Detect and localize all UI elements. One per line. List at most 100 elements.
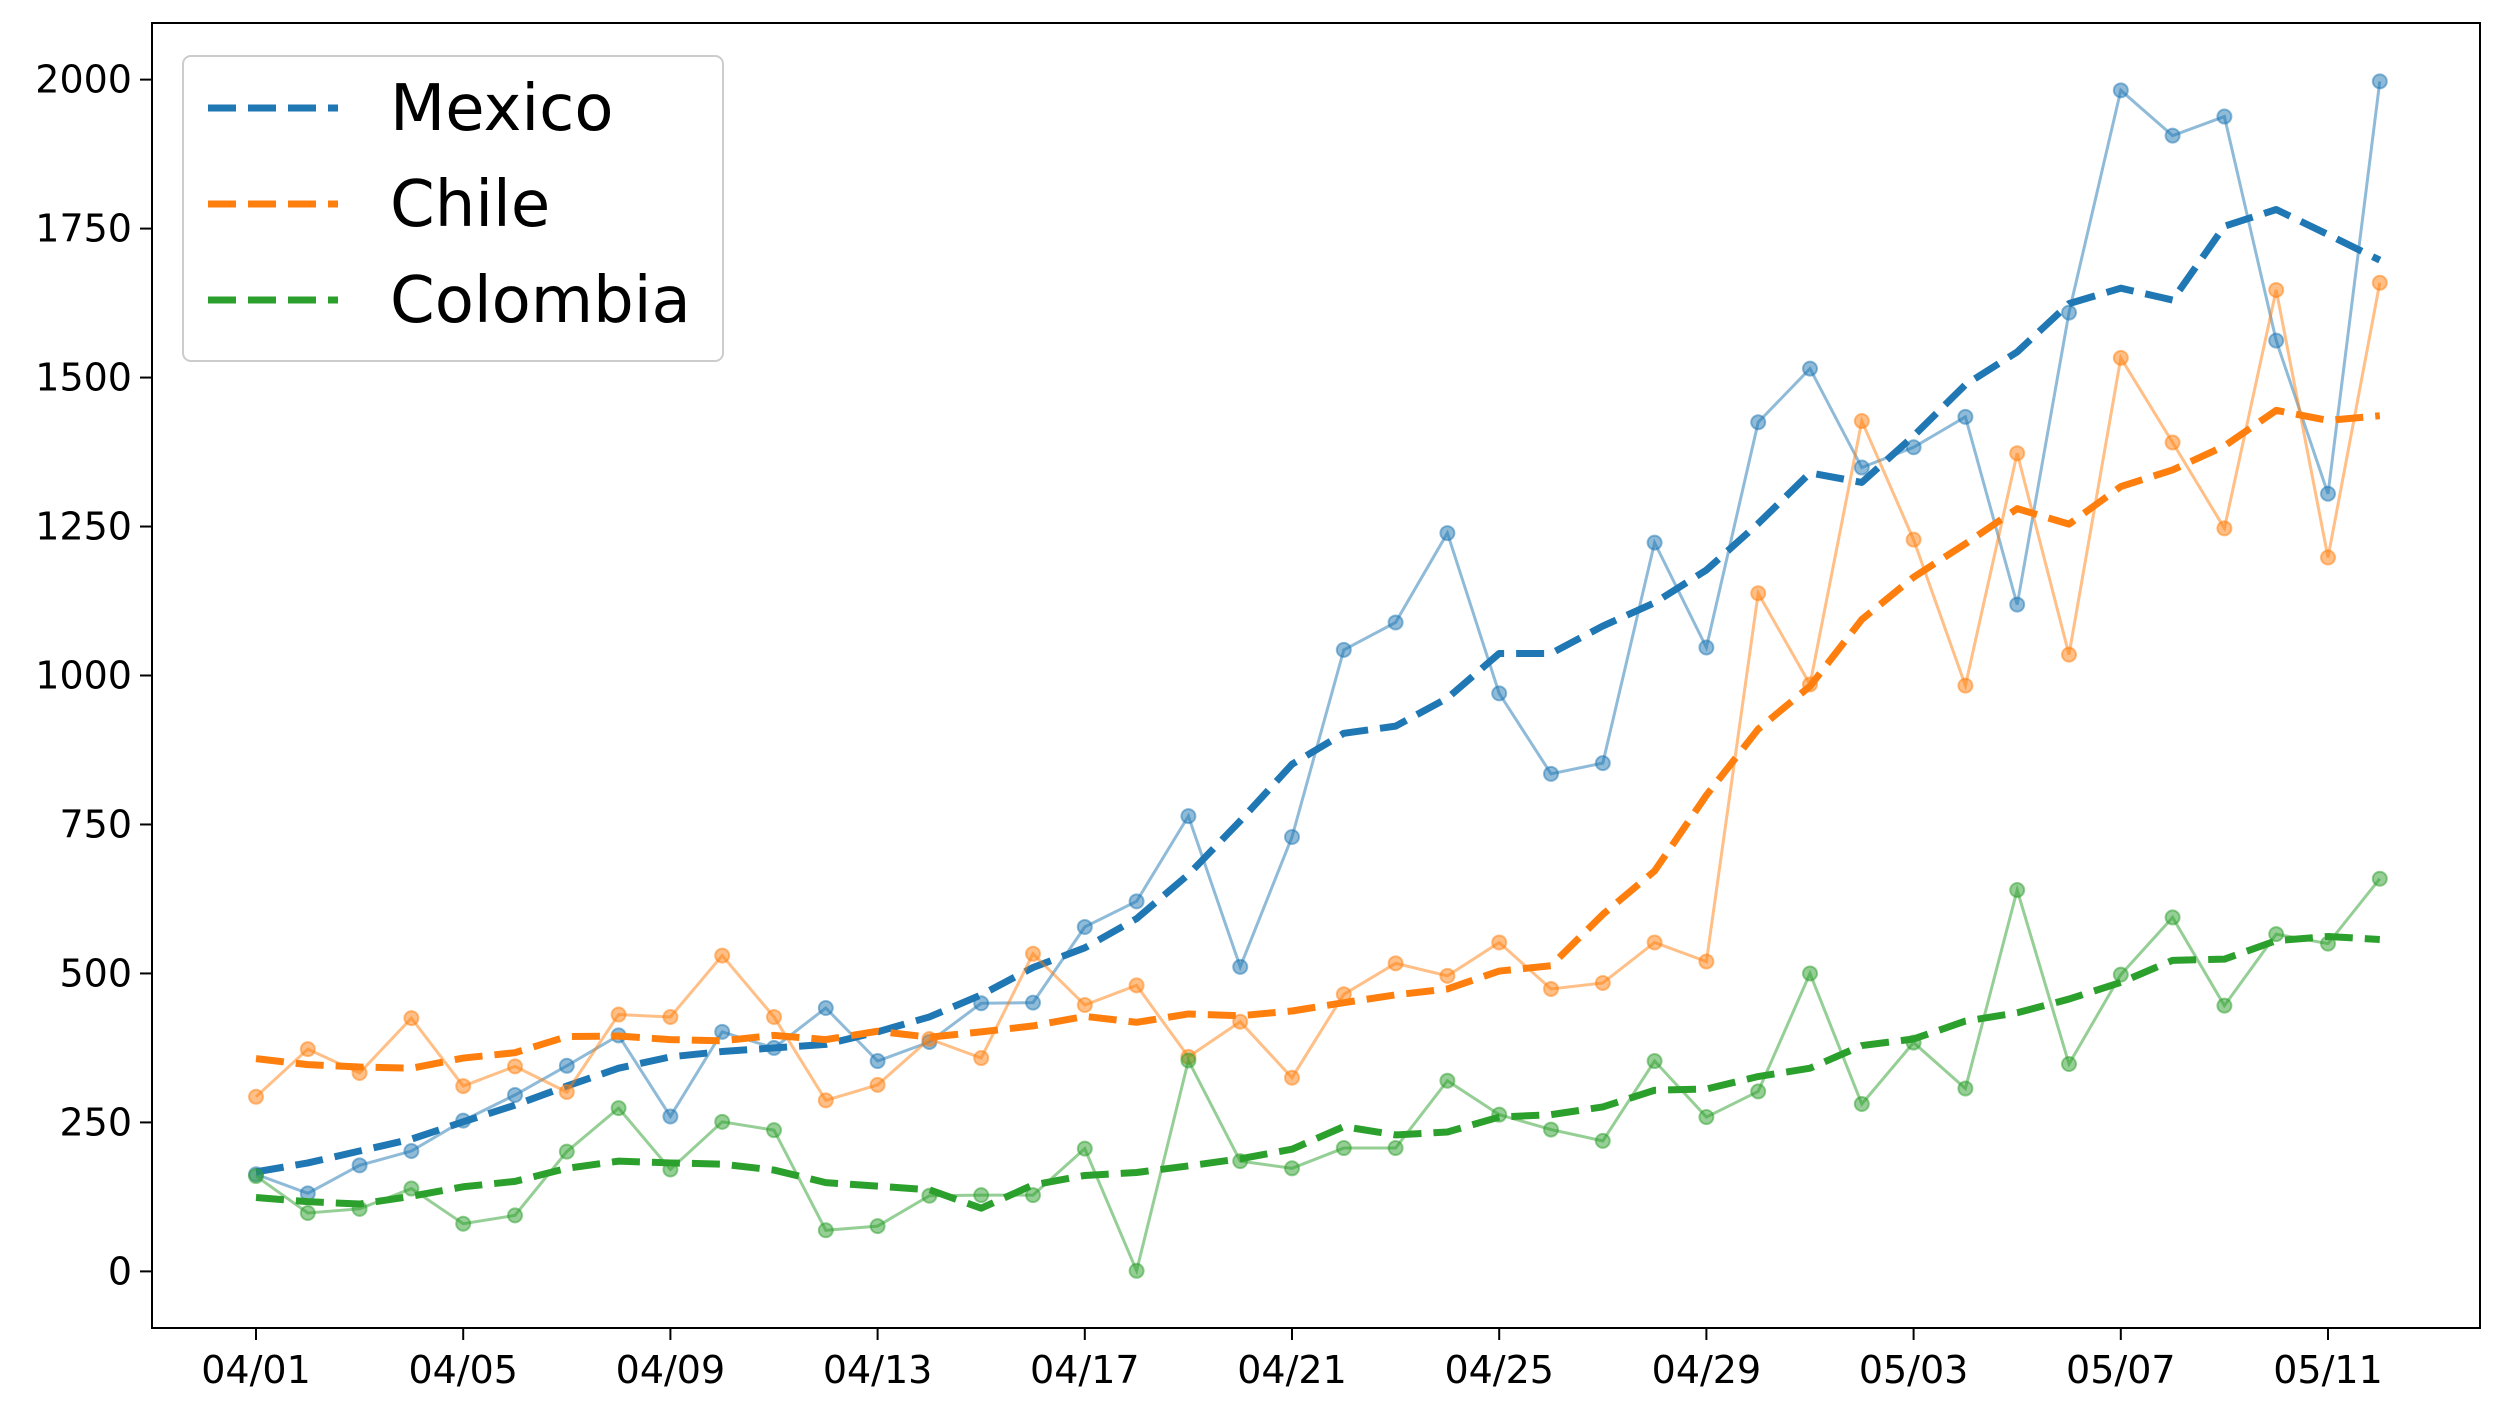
data-point-chile <box>1905 531 1922 548</box>
data-point-colombia <box>1025 1187 1041 1204</box>
legend-label-mexico: Mexico <box>390 72 613 146</box>
data-point-mexico <box>2371 73 2388 90</box>
data-point-chile <box>2112 349 2129 366</box>
x-axis: 04/01 04/05 04/09 04/13 04/17 04/21 04/25 04/29… <box>201 1328 2383 1392</box>
data-point-colombia <box>2009 882 2026 899</box>
y-tick-label: 1000 <box>35 654 132 698</box>
x-tick-label: 05/07 <box>2066 1348 2176 1392</box>
data-point-colombia <box>248 1168 264 1185</box>
data-point-mexico <box>403 1143 420 1160</box>
data-point-colombia <box>1180 1052 1197 1069</box>
data-point-chile <box>869 1076 886 1093</box>
data-point-colombia <box>1802 965 1818 982</box>
data-point-colombia <box>2061 1056 2077 1073</box>
data-point-chile <box>558 1084 575 1101</box>
legend-box <box>182 55 724 362</box>
x-tick-label: 04/25 <box>1444 1348 1554 1392</box>
data-point-chile <box>2371 274 2388 291</box>
data-point-mexico <box>2268 332 2285 349</box>
x-tick-label: 04/17 <box>1030 1348 1140 1392</box>
data-point-mexico <box>1698 639 1715 656</box>
data-point-mexico <box>1439 525 1456 542</box>
x-tick-label: 04/01 <box>201 1348 311 1392</box>
data-point-chile <box>507 1058 523 1075</box>
trend-line-colombia <box>255 933 2381 1212</box>
data-point-colombia <box>2112 966 2129 983</box>
data-point-chile <box>1750 585 1767 602</box>
data-point-mexico <box>1750 414 1767 431</box>
y-tick-label: 1750 <box>35 207 132 251</box>
data-point-colombia <box>1284 1160 1300 1177</box>
data-point-chile <box>610 1006 627 1023</box>
data-point-mexico <box>714 1023 731 1040</box>
data-point-colombia <box>299 1204 316 1221</box>
data-point-chile <box>1025 945 1041 962</box>
data-point-colombia <box>1076 1140 1093 1157</box>
data-point-mexico <box>1232 958 1249 975</box>
y-tick-label: 750 <box>59 802 132 846</box>
legend-label-chile: Chile <box>390 168 550 242</box>
trend-line-mexico <box>255 206 2382 1176</box>
data-point-mexico <box>1180 808 1197 825</box>
data-point-mexico <box>1957 408 1974 425</box>
data-point-mexico <box>1335 641 1352 658</box>
data-point-chile <box>1646 934 1663 951</box>
data-point-chile <box>766 1008 782 1025</box>
data-point-mexico <box>1853 459 1870 476</box>
x-tick-label: 04/21 <box>1237 1348 1347 1392</box>
data-point-mexico <box>1594 755 1611 772</box>
data-point-colombia <box>507 1207 523 1224</box>
y-tick-label: 250 <box>59 1100 132 1144</box>
y-tick-label: 1500 <box>35 356 132 400</box>
series-colombia <box>248 870 2388 1279</box>
data-point-mexico <box>558 1057 575 1074</box>
data-point-mexico <box>817 1000 834 1017</box>
data-point-colombia <box>558 1143 575 1160</box>
x-tick-label: 04/13 <box>823 1348 933 1392</box>
data-point-mexico <box>1128 893 1145 910</box>
data-point-chile <box>2320 549 2336 566</box>
x-tick-label: 04/09 <box>616 1348 726 1392</box>
y-tick-label: 2000 <box>35 58 132 102</box>
x-tick-label: 05/03 <box>1859 1348 1969 1392</box>
data-point-colombia <box>766 1122 782 1139</box>
data-point-mexico <box>2320 485 2336 502</box>
data-point-colombia <box>2164 909 2181 926</box>
data-point-colombia <box>610 1100 627 1117</box>
data-point-chile <box>2268 281 2285 298</box>
data-point-chile <box>1232 1013 1249 1030</box>
x-tick-label: 05/11 <box>2273 1348 2383 1392</box>
data-point-colombia <box>1646 1053 1663 1070</box>
data-point-mexico <box>351 1157 368 1174</box>
daily-line-chile <box>254 282 2382 1103</box>
data-point-colombia <box>817 1222 834 1239</box>
data-point-chile <box>1957 677 1974 694</box>
data-point-mexico <box>2164 127 2181 144</box>
y-tick-label: 0 <box>108 1249 132 1293</box>
data-point-mexico <box>2061 304 2077 321</box>
data-point-chile <box>1853 413 1870 430</box>
y-tick-label: 1250 <box>35 505 132 549</box>
data-point-mexico <box>1491 685 1508 702</box>
data-point-colombia <box>1543 1121 1559 1138</box>
data-point-colombia <box>455 1215 472 1232</box>
data-point-colombia <box>2268 926 2285 943</box>
daily-line-mexico <box>255 81 2382 1195</box>
data-point-colombia <box>1439 1072 1456 1089</box>
data-point-colombia <box>1853 1095 1870 1112</box>
data-point-chile <box>1543 980 1559 997</box>
data-point-chile <box>1594 974 1611 991</box>
data-point-chile <box>1284 1069 1300 1086</box>
data-point-chile <box>2216 520 2233 537</box>
data-point-colombia <box>973 1187 990 1204</box>
data-point-colombia <box>714 1113 731 1130</box>
data-point-colombia <box>2216 997 2233 1014</box>
data-point-mexico <box>1905 439 1922 456</box>
data-point-chile <box>714 947 731 964</box>
series-layer <box>248 73 2388 1279</box>
data-point-chile <box>2009 445 2026 462</box>
y-tick-label: 500 <box>59 951 132 995</box>
legend: Mexico Chile Colombia <box>182 55 724 362</box>
x-tick-label: 04/29 <box>1652 1348 1762 1392</box>
data-point-colombia <box>2371 870 2388 887</box>
